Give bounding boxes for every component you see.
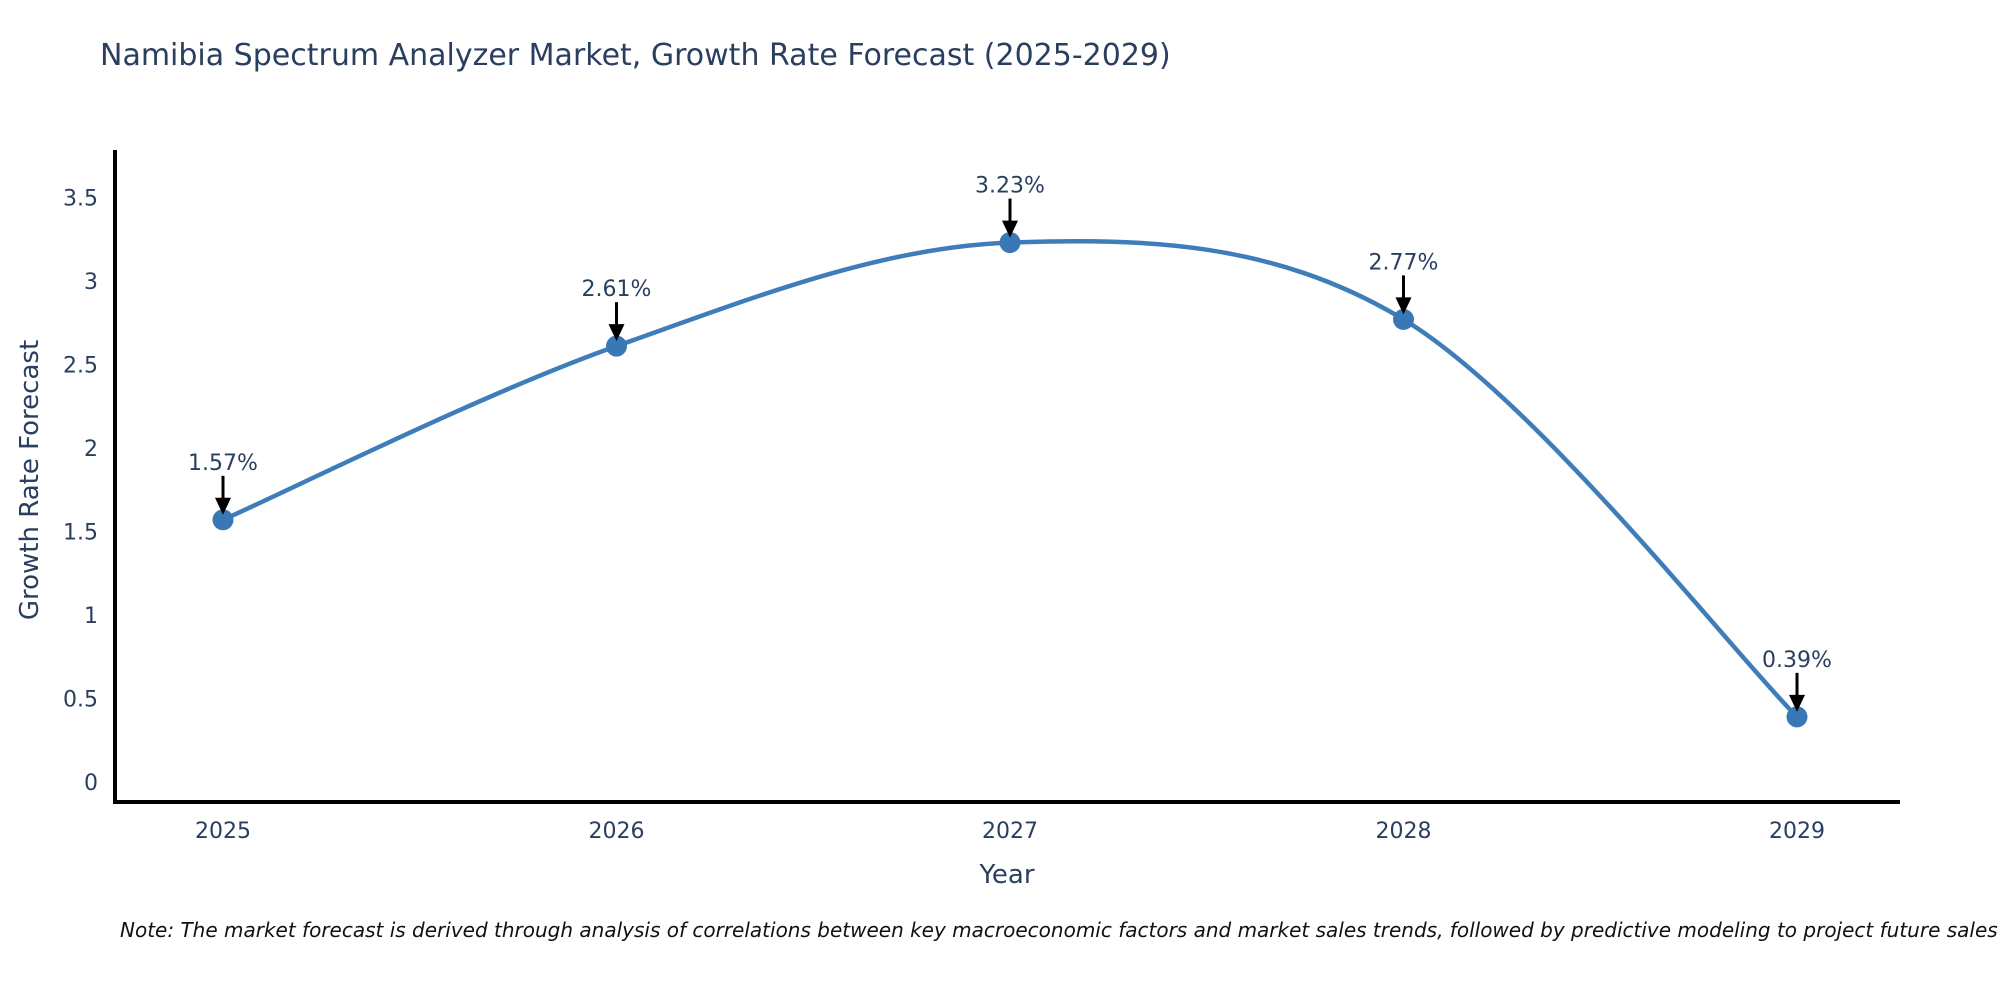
y-tick-label: 3.5: [63, 187, 98, 212]
annotation-label: 3.23%: [975, 174, 1045, 199]
y-tick-label: 0: [84, 771, 98, 796]
x-tick-label: 2028: [1376, 819, 1432, 844]
y-tick-label: 3: [84, 270, 98, 295]
x-tick-label: 2027: [982, 819, 1038, 844]
annotation-arrowhead: [1789, 694, 1805, 712]
y-tick-label: 2: [84, 437, 98, 462]
x-tick-label: 2029: [1769, 819, 1825, 844]
y-tick-label: 0.5: [63, 688, 98, 713]
annotation-arrowhead: [608, 324, 625, 342]
data-point-marker: [1393, 308, 1414, 330]
data-point-marker: [999, 232, 1021, 254]
data-point-marker: [606, 335, 627, 357]
chart-footnote: Note: The market forecast is derived thr…: [120, 918, 1998, 942]
chart-title: Namibia Spectrum Analyzer Market, Growth…: [100, 38, 1171, 73]
y-axis-title: Growth Rate Forecast: [15, 339, 45, 621]
x-tick-label: 2026: [589, 819, 645, 844]
y-tick-label: 1.5: [63, 521, 98, 546]
y-tick-label: 1: [84, 604, 98, 629]
annotation-arrowhead: [1395, 297, 1412, 315]
annotation-label: 0.39%: [1762, 648, 1832, 673]
annotation-label: 1.57%: [188, 451, 258, 476]
annotation-label: 2.77%: [1369, 250, 1439, 275]
x-tick-label: 2025: [195, 819, 251, 844]
data-point-marker: [1786, 706, 1808, 728]
data-point-marker: [212, 509, 234, 531]
trend-line: [220, 239, 1800, 720]
x-axis-title: Year: [979, 860, 1035, 890]
annotation-arrowhead: [215, 497, 231, 515]
annotation-arrowhead: [1002, 220, 1018, 238]
annotation-label: 2.61%: [582, 277, 652, 302]
y-tick-label: 2.5: [63, 354, 98, 379]
